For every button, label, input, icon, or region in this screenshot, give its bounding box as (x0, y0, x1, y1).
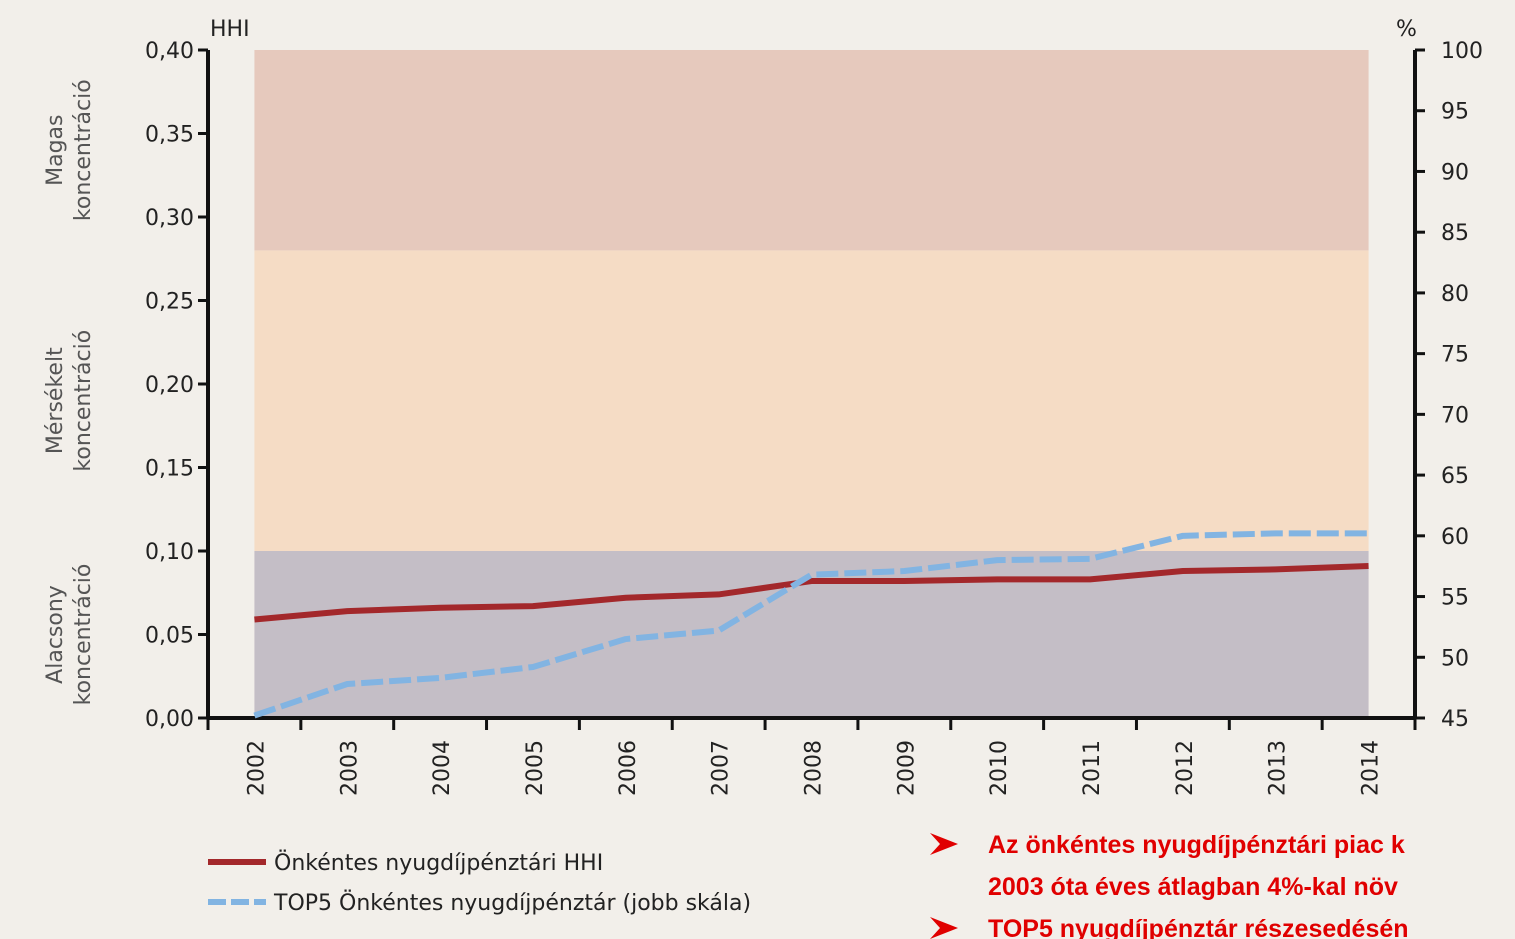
x-tick-label: 2014 (1359, 740, 1384, 796)
x-tick-label: 2002 (244, 740, 269, 796)
legend-label: TOP5 Önkéntes nyugdíjpénztár (jobb skála… (273, 890, 751, 916)
x-tick-label: 2007 (709, 740, 734, 796)
concentration-band (254, 50, 1369, 251)
x-tick-label: 2011 (1080, 740, 1105, 796)
band-label: koncentráció (71, 564, 96, 706)
y-tick-label: 0,40 (145, 39, 194, 64)
y2-tick-label: 50 (1441, 646, 1469, 671)
y-tick-label: 0,20 (145, 373, 194, 398)
concentration-band (254, 551, 1369, 718)
annotation: Az önkéntes nyugdíjpénztári piac k (988, 831, 1405, 859)
y2-tick-label: 75 (1441, 343, 1469, 368)
x-tick-label: 2013 (1266, 740, 1291, 796)
y-tick-label: 0,35 (145, 123, 194, 148)
x-tick-label: 2004 (430, 740, 455, 796)
y2-tick-label: 70 (1441, 403, 1469, 428)
x-tick-label: 2003 (337, 740, 362, 796)
band-label: Magas (43, 115, 68, 186)
band-label: koncentráció (71, 79, 96, 221)
y2-tick-label: 90 (1441, 160, 1469, 185)
y2-tick-label: 80 (1441, 282, 1469, 307)
series-line (254, 563, 1369, 623)
series-line (253, 530, 1369, 719)
band-label: koncentráció (71, 330, 96, 472)
y2-tick-label: 60 (1441, 525, 1469, 550)
y2-tick-label: 85 (1441, 221, 1469, 246)
y-tick-label: 0,30 (145, 206, 194, 231)
y-tick-label: 0,10 (145, 540, 194, 565)
y-tick-label: 0,15 (145, 457, 194, 482)
bullet-arrow (930, 833, 958, 855)
y-tick-label: 0,05 (145, 624, 194, 649)
y2-tick-label: 65 (1441, 464, 1469, 489)
y-tick-label: 0,00 (145, 707, 194, 732)
annotation: 2003 óta éves átlagban 4%-kal növ (988, 873, 1398, 901)
y2-tick-label: 100 (1441, 39, 1483, 64)
concentration-band (254, 250, 1369, 551)
x-tick-label: 2008 (802, 740, 827, 796)
x-tick-label: 2010 (987, 740, 1012, 796)
y2-axis-title: % (1396, 17, 1417, 42)
x-tick-label: 2009 (894, 740, 919, 796)
x-tick-label: 2012 (1173, 740, 1198, 796)
x-tick-label: 2006 (616, 740, 641, 796)
band-label: Mérsékelt (43, 347, 68, 454)
y2-tick-label: 45 (1441, 707, 1469, 732)
y-axis-title: HHI (210, 17, 250, 42)
bullet-arrow (930, 917, 958, 939)
y2-tick-label: 95 (1441, 100, 1469, 125)
y-tick-label: 0,25 (145, 290, 194, 315)
x-tick-label: 2005 (523, 740, 548, 796)
y2-tick-label: 55 (1441, 586, 1469, 611)
annotation: TOP5 nyugdíjpénztár részesedésén (988, 915, 1409, 939)
band-label: Alacsony (43, 585, 68, 684)
legend-label: Önkéntes nyugdíjpénztári HHI (274, 850, 603, 876)
